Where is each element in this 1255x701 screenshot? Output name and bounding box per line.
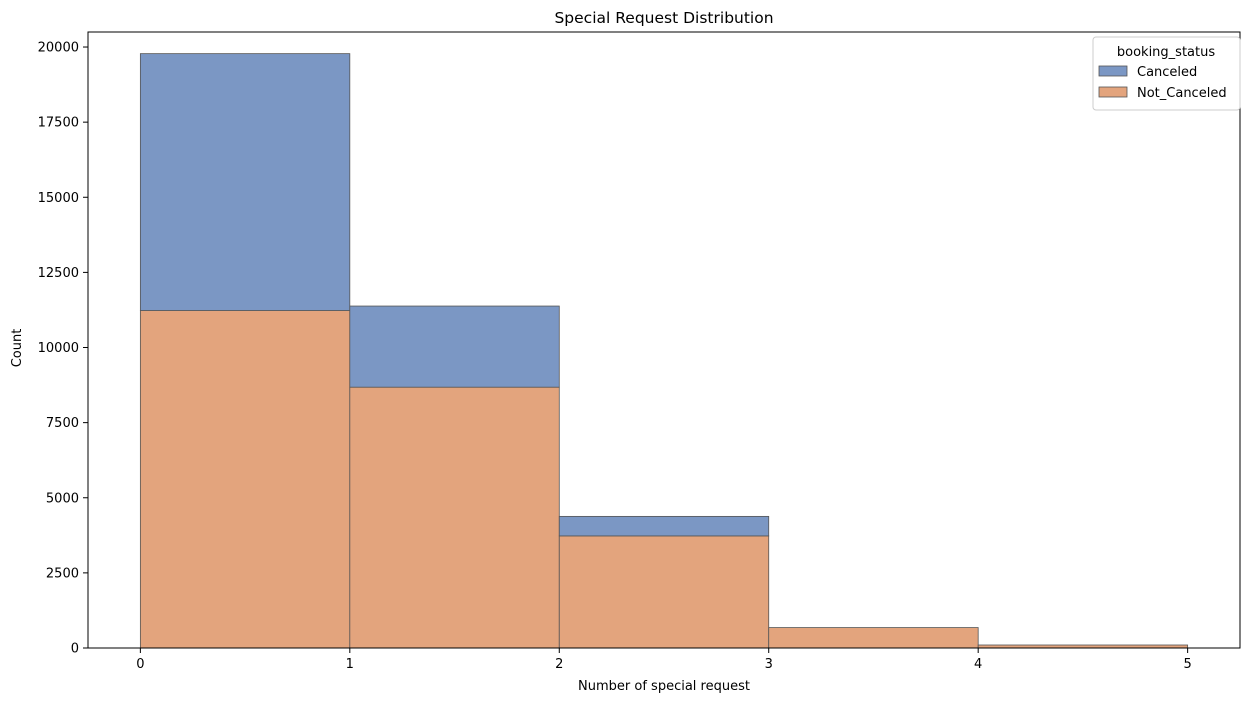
x-axis: 0 1 2 3 4 5 [136, 648, 1192, 672]
legend-swatch-not-canceled [1098, 86, 1128, 98]
y-tick-label: 20000 [38, 41, 79, 56]
y-tick-label: 12500 [38, 266, 79, 281]
y-tick-label: 2500 [46, 566, 79, 581]
legend-title: booking_status [1117, 45, 1215, 60]
legend-swatch-canceled [1098, 65, 1128, 77]
x-tick-label: 2 [555, 657, 563, 672]
legend-label-not-canceled: Not_Canceled [1137, 86, 1227, 101]
x-axis-title: Number of special request [578, 679, 750, 694]
x-tick-label: 4 [974, 657, 982, 672]
chart-title: Special Request Distribution [554, 9, 773, 27]
bar-not-canceled-bin-0 [139, 310, 351, 649]
y-tick-label: 5000 [46, 491, 79, 506]
bar-not-canceled-bin-2 [558, 535, 770, 649]
x-tick-label: 5 [1183, 657, 1191, 672]
bar-not-canceled-bin-3 [768, 627, 979, 649]
x-tick-label: 1 [346, 657, 354, 672]
y-tick-label: 10000 [38, 341, 79, 356]
legend-frame [1092, 36, 1241, 111]
x-tick-label: 3 [765, 657, 773, 672]
bar-canceled-bin-1 [349, 305, 560, 388]
x-tick-label: 0 [136, 657, 144, 672]
y-axis: 0 2500 5000 7500 10000 12500 15000 17500 20000 [38, 41, 88, 657]
y-tick-label: 7500 [46, 416, 79, 431]
bars-group [139, 53, 1189, 649]
legend-label-canceled: Canceled [1137, 65, 1197, 80]
y-tick-label: 15000 [38, 191, 79, 206]
bar-canceled-bin-2 [558, 515, 770, 537]
legend: booking_status Canceled Not_Canceled [1092, 36, 1241, 111]
y-tick-label: 17500 [38, 116, 79, 131]
bar-canceled-bin-0 [139, 53, 351, 311]
y-tick-label: 0 [71, 642, 79, 657]
bar-not-canceled-bin-1 [349, 386, 560, 649]
y-axis-title: Count [10, 329, 25, 368]
plot-frame [87, 31, 1241, 649]
